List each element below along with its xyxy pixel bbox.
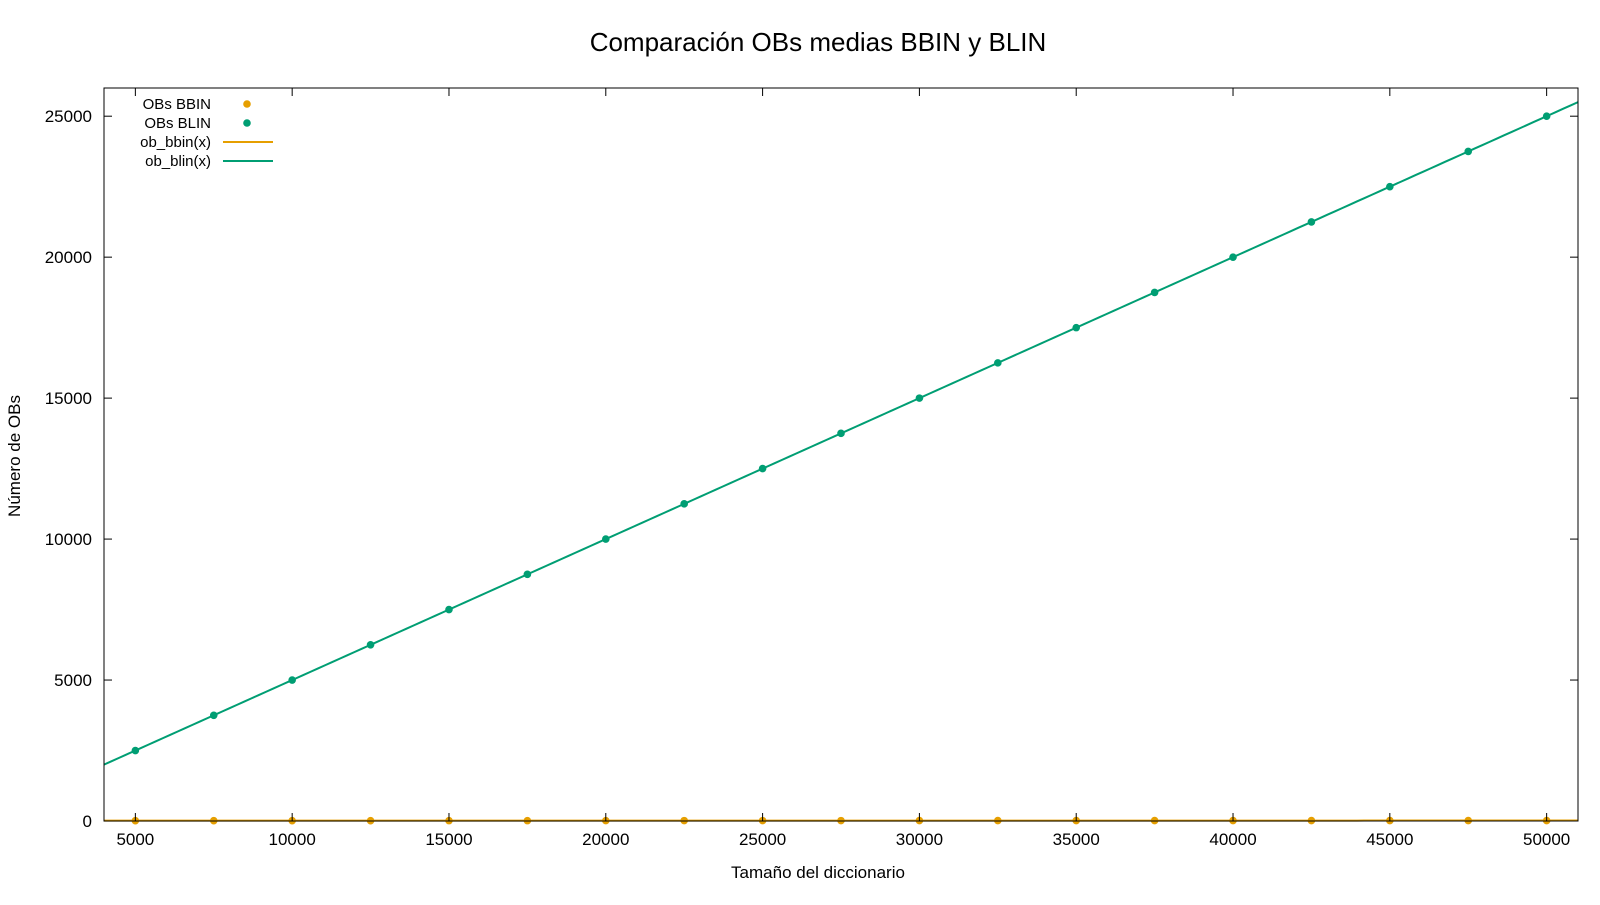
data-point-obs-blin: [994, 359, 1002, 367]
data-point-obs-blin: [367, 641, 375, 649]
x-tick-label: 10000: [269, 830, 316, 849]
legend-marker-point: [243, 119, 251, 127]
series-points: [132, 112, 1551, 824]
data-point-obs-blin: [680, 500, 688, 508]
data-point-obs-blin: [1464, 148, 1472, 156]
legend-label: OBs BLIN: [144, 115, 211, 132]
data-point-obs-blin: [837, 430, 845, 438]
x-tick-label: 50000: [1523, 830, 1570, 849]
x-tick-label: 5000: [116, 830, 154, 849]
plot-border: [104, 88, 1578, 821]
y-tick-label: 15000: [45, 389, 92, 408]
legend-marker-point: [243, 100, 251, 108]
series-lines: [104, 102, 1578, 821]
legend-label: ob_bbin(x): [140, 134, 211, 151]
data-point-obs-blin: [916, 394, 924, 402]
x-tick-label: 25000: [739, 830, 786, 849]
x-tick-label: 20000: [582, 830, 629, 849]
legend-label: ob_blin(x): [145, 153, 211, 170]
x-tick-label: 40000: [1209, 830, 1256, 849]
x-tick-label: 30000: [896, 830, 943, 849]
legend: OBs BBIN OBs BLIN ob_bbin(x) ob_blin(x): [140, 96, 273, 170]
data-point-obs-blin: [1543, 112, 1551, 120]
data-point-obs-blin: [1308, 218, 1316, 226]
data-point-obs-blin: [524, 571, 532, 579]
y-tick-label: 0: [83, 812, 92, 831]
data-point-obs-blin: [1151, 289, 1159, 297]
y-axis-label: Número de OBs: [5, 395, 24, 517]
data-point-obs-blin: [1386, 183, 1394, 191]
y-tick-label: 5000: [54, 671, 92, 690]
data-point-obs-blin: [210, 711, 218, 719]
y-tick-label: 20000: [45, 248, 92, 267]
data-point-obs-blin: [1229, 253, 1237, 261]
x-tick-label: 15000: [425, 830, 472, 849]
data-point-obs-blin: [288, 676, 296, 684]
data-point-obs-blin: [602, 535, 610, 543]
legend-label: OBs BBIN: [143, 96, 211, 113]
data-point-obs-blin: [759, 465, 767, 473]
data-point-obs-blin: [132, 747, 140, 755]
x-tick-label: 35000: [1053, 830, 1100, 849]
chart-title: Comparación OBs medias BBIN y BLIN: [590, 27, 1047, 57]
y-tick-label: 10000: [45, 530, 92, 549]
data-point-obs-blin: [1072, 324, 1080, 332]
x-axis-label: Tamaño del diccionario: [731, 863, 905, 882]
y-tick-label: 25000: [45, 107, 92, 126]
data-point-obs-blin: [445, 606, 453, 614]
x-tick-label: 45000: [1366, 830, 1413, 849]
axis-ticks: 5000 10000 15000 20000 25000 30000 35000 40000 4…: [45, 88, 1578, 849]
